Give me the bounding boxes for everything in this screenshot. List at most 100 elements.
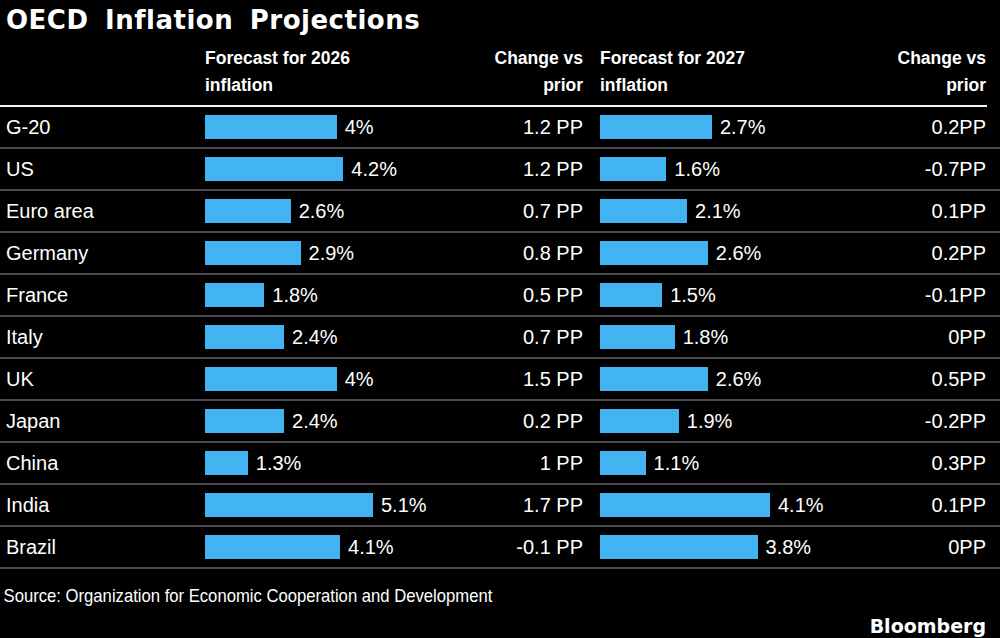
forecast-2026-bar bbox=[205, 199, 291, 223]
country-label: Italy bbox=[0, 326, 205, 349]
table-row: Japan 2.4% 0.2 PP 1.9% -0.2PP bbox=[0, 401, 1000, 443]
forecast-2026-bar bbox=[205, 367, 337, 391]
forecast-2027-bar bbox=[600, 451, 646, 475]
forecast-2026-bar bbox=[205, 451, 248, 475]
forecast-2026-bar bbox=[205, 157, 343, 181]
forecast-2027-cell: 4.1% bbox=[583, 485, 830, 525]
table-row: China 1.3% 1 PP 1.1% 0.3PP bbox=[0, 443, 1000, 485]
table-row: UK 4% 1.5 PP 2.6% 0.5PP bbox=[0, 359, 1000, 401]
forecast-2027-bar bbox=[600, 493, 770, 517]
country-label: G-20 bbox=[0, 116, 205, 139]
change-2027-value: -0.2PP bbox=[830, 410, 1000, 433]
change-2027-value: 0.3PP bbox=[830, 452, 1000, 475]
forecast-2026-value: 2.4% bbox=[284, 326, 338, 349]
forecast-2026-bar bbox=[205, 115, 337, 139]
table-row: Brazil 4.1% -0.1 PP 3.8% 0PP bbox=[0, 527, 1000, 569]
forecast-2027-value: 2.1% bbox=[687, 200, 741, 223]
forecast-2026-cell: 5.1% bbox=[205, 485, 435, 525]
forecast-2027-value: 1.8% bbox=[675, 326, 729, 349]
country-label: Brazil bbox=[0, 536, 205, 559]
forecast-2027-cell: 2.6% bbox=[583, 233, 830, 273]
forecast-2027-bar bbox=[600, 535, 758, 559]
bloomberg-logo: Bloomberg bbox=[0, 607, 1000, 637]
forecast-2027-value: 3.8% bbox=[758, 536, 812, 559]
forecast-2026-cell: 4% bbox=[205, 107, 435, 147]
forecast-2026-value: 4.2% bbox=[343, 158, 397, 181]
forecast-2027-cell: 1.8% bbox=[583, 317, 830, 357]
country-label: US bbox=[0, 158, 205, 181]
country-label: Germany bbox=[0, 242, 205, 265]
chart-footer: Source: Organization for Economic Cooper… bbox=[0, 569, 1000, 638]
forecast-2026-bar bbox=[205, 409, 284, 433]
table-row: G-20 4% 1.2 PP 2.7% 0.2PP bbox=[0, 107, 1000, 149]
country-label: UK bbox=[0, 368, 205, 391]
forecast-2026-cell: 4.1% bbox=[205, 527, 435, 567]
forecast-2027-cell: 1.9% bbox=[583, 401, 830, 441]
forecast-2026-value: 1.3% bbox=[248, 452, 302, 475]
forecast-2026-value: 2.4% bbox=[284, 410, 338, 433]
change-2027-value: 0.1PP bbox=[830, 200, 1000, 223]
forecast-2027-value: 1.6% bbox=[666, 158, 720, 181]
forecast-2027-bar bbox=[600, 157, 666, 181]
forecast-2027-value: 1.9% bbox=[679, 410, 733, 433]
forecast-2027-value: 1.1% bbox=[646, 452, 700, 475]
change-2027-value: 0.2PP bbox=[830, 116, 1000, 139]
forecast-2026-value: 5.1% bbox=[373, 494, 427, 517]
forecast-2027-bar bbox=[600, 367, 708, 391]
forecast-2026-bar bbox=[205, 493, 373, 517]
change-2027-value: 0PP bbox=[830, 326, 1000, 349]
table-row: India 5.1% 1.7 PP 4.1% 0.1PP bbox=[0, 485, 1000, 527]
forecast-2027-bar bbox=[600, 241, 708, 265]
country-label: India bbox=[0, 494, 205, 517]
country-label: Japan bbox=[0, 410, 205, 433]
forecast-2027-cell: 2.6% bbox=[583, 359, 830, 399]
forecast-2026-bar bbox=[205, 283, 264, 307]
forecast-2027-cell: 1.5% bbox=[583, 275, 830, 315]
change-2027-value: -0.1PP bbox=[830, 284, 1000, 307]
change-2027-value: 0.1PP bbox=[830, 494, 1000, 517]
forecast-2026-value: 1.8% bbox=[264, 284, 318, 307]
change-2026-value: 1.5 PP bbox=[435, 368, 583, 391]
forecast-2026-cell: 1.8% bbox=[205, 275, 435, 315]
source-note: Source: Organization for Economic Cooper… bbox=[0, 569, 900, 607]
change-2026-value: -0.1 PP bbox=[435, 536, 583, 559]
forecast-2026-value: 4% bbox=[337, 116, 374, 139]
change-2027-value: -0.7PP bbox=[830, 158, 1000, 181]
forecast-2026-cell: 4.2% bbox=[205, 149, 435, 189]
change-2026-value: 1.2 PP bbox=[435, 116, 583, 139]
table-row: Germany 2.9% 0.8 PP 2.6% 0.2PP bbox=[0, 233, 1000, 275]
change-2026-value: 0.7 PP bbox=[435, 200, 583, 223]
header-change-2026: Change vs prior bbox=[435, 45, 583, 99]
country-label: China bbox=[0, 452, 205, 475]
header-forecast-2026: Forecast for 2026 inflation bbox=[205, 45, 435, 99]
forecast-2026-cell: 2.4% bbox=[205, 401, 435, 441]
change-2027-value: 0.2PP bbox=[830, 242, 1000, 265]
table-row: France 1.8% 0.5 PP 1.5% -0.1PP bbox=[0, 275, 1000, 317]
forecast-2027-bar bbox=[600, 325, 675, 349]
forecast-2026-value: 2.9% bbox=[301, 242, 355, 265]
page-title: OECD Inflation Projections bbox=[0, 0, 1000, 42]
change-2027-value: 0PP bbox=[830, 536, 1000, 559]
forecast-2027-bar bbox=[600, 115, 712, 139]
table-row: US 4.2% 1.2 PP 1.6% -0.7PP bbox=[0, 149, 1000, 191]
table-row: Italy 2.4% 0.7 PP 1.8% 0PP bbox=[0, 317, 1000, 359]
table-body: G-20 4% 1.2 PP 2.7% 0.2PP US 4.2% 1.2 PP… bbox=[0, 107, 1000, 569]
forecast-2027-bar bbox=[600, 409, 679, 433]
forecast-2026-bar bbox=[205, 325, 284, 349]
forecast-2027-cell: 3.8% bbox=[583, 527, 830, 567]
country-label: France bbox=[0, 284, 205, 307]
header-change-2027: Change vs prior bbox=[830, 45, 1000, 99]
table-row: Euro area 2.6% 0.7 PP 2.1% 0.1PP bbox=[0, 191, 1000, 233]
forecast-2026-cell: 1.3% bbox=[205, 443, 435, 483]
table-header-row: Forecast for 2026 inflation Change vs pr… bbox=[0, 42, 1000, 105]
change-2026-value: 0.7 PP bbox=[435, 326, 583, 349]
forecast-2027-cell: 2.7% bbox=[583, 107, 830, 147]
forecast-2026-cell: 2.9% bbox=[205, 233, 435, 273]
forecast-2026-bar bbox=[205, 241, 301, 265]
change-2026-value: 0.5 PP bbox=[435, 284, 583, 307]
header-forecast-2027: Forecast for 2027 inflation bbox=[583, 45, 830, 99]
forecast-2026-cell: 4% bbox=[205, 359, 435, 399]
forecast-2027-cell: 2.1% bbox=[583, 191, 830, 231]
forecast-2026-bar bbox=[205, 535, 340, 559]
change-2027-value: 0.5PP bbox=[830, 368, 1000, 391]
